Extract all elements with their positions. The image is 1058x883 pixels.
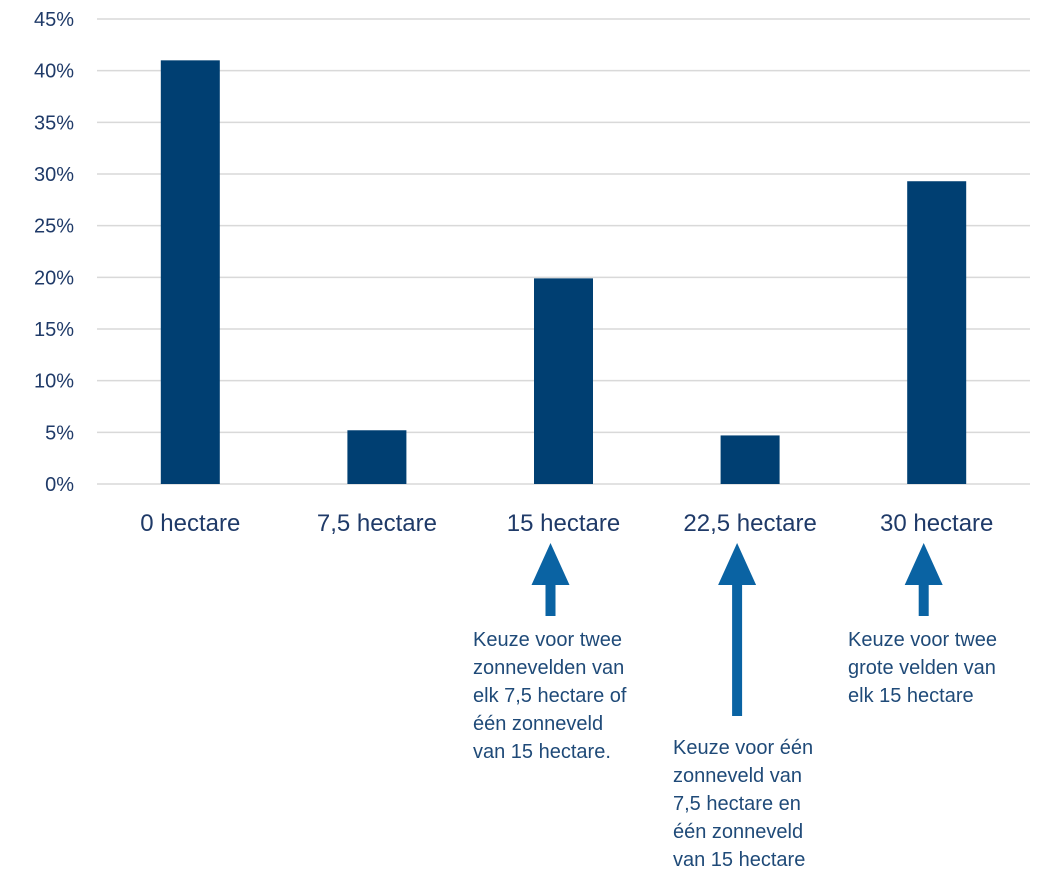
y-tick-label: 15% xyxy=(34,319,74,341)
annotation-arrows xyxy=(531,543,943,716)
y-tick-label: 20% xyxy=(34,267,74,289)
up-arrow-icon xyxy=(531,543,570,616)
bar xyxy=(160,60,220,484)
annotation-note-15-hectare: Keuze voor twee zonnevelden van elk 7,5 … xyxy=(473,629,627,763)
bar xyxy=(347,430,407,484)
y-tick-label: 0% xyxy=(45,474,74,496)
y-tick-label: 35% xyxy=(34,112,74,134)
bar xyxy=(720,435,780,484)
y-tick-label: 30% xyxy=(34,164,74,186)
y-tick-label: 25% xyxy=(34,216,74,238)
y-tick-label: 10% xyxy=(34,371,74,393)
up-arrow-icon xyxy=(904,543,943,616)
gridlines xyxy=(97,18,1030,485)
annotation-note-22-5-hectare: Keuze voor één zonneveld van 7,5 hectare… xyxy=(673,737,814,871)
x-category-label: 22,5 hectare xyxy=(683,510,816,537)
x-axis-category-labels: 0 hectare 7,5 hectare 15 hectare 22,5 hecta… xyxy=(140,510,993,537)
y-tick-label: 40% xyxy=(34,61,74,83)
x-category-label: 0 hectare xyxy=(140,510,240,537)
x-category-label: 15 hectare xyxy=(507,510,620,537)
y-tick-label: 45% xyxy=(34,9,74,31)
annotation-note-30-hectare: Keuze voor twee grote velden van elk 15 … xyxy=(848,629,997,707)
bars xyxy=(160,60,967,484)
x-category-label: 7,5 hectare xyxy=(317,510,437,537)
bar xyxy=(534,278,593,484)
x-category-label: 30 hectare xyxy=(880,510,993,537)
up-arrow-icon xyxy=(718,543,757,716)
y-axis-tick-labels: 0% 5% 10% 15% 20% 25% 30% 35% 40% 45% xyxy=(34,9,74,496)
bar xyxy=(907,181,967,484)
y-tick-label: 5% xyxy=(45,422,74,444)
